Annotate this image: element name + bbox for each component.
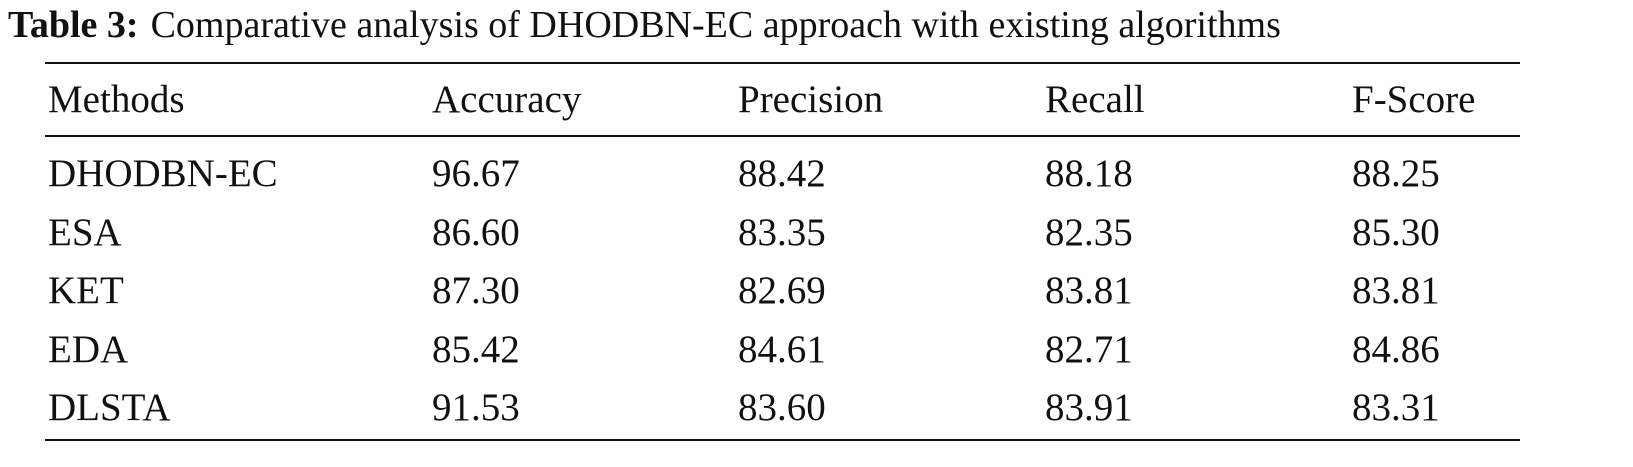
value-cell: 84.86 (1352, 327, 1440, 371)
value-cell: 83.81 (1045, 269, 1133, 312)
value-cell: 88.18 (1045, 152, 1133, 195)
header-cell: Methods (48, 78, 185, 121)
caption-text: Comparative analysis of DHODBN-EC approa… (150, 4, 1281, 46)
value-cell: 87.30 (432, 269, 520, 312)
method-cell: ESA (48, 210, 122, 254)
header-cell: Accuracy (432, 78, 582, 121)
value-cell: 82.35 (1045, 210, 1133, 254)
value-cell: 83.91 (1045, 386, 1133, 429)
value-cell: 83.31 (1352, 386, 1440, 429)
method-cell: DLSTA (48, 386, 171, 429)
value-cell: 82.69 (738, 269, 826, 312)
value-cell: 85.30 (1352, 210, 1440, 254)
value-cell: 84.61 (738, 327, 826, 371)
value-cell: 96.67 (432, 152, 520, 195)
value-cell: 88.42 (738, 152, 826, 195)
table-caption: Table 3: Comparative analysis of DHODBN-E… (8, 2, 1281, 48)
value-cell: 91.53 (432, 386, 520, 429)
header-cell: F-Score (1352, 78, 1476, 121)
method-cell: KET (48, 269, 124, 312)
value-cell: 83.35 (738, 210, 826, 254)
value-cell: 85.42 (432, 327, 520, 371)
method-cell: EDA (48, 327, 129, 371)
value-cell: 86.60 (432, 210, 520, 254)
value-cell: 88.25 (1352, 152, 1440, 195)
header-rule (45, 135, 1520, 137)
header-cell: Precision (738, 78, 884, 121)
bottom-rule (45, 439, 1520, 441)
top-rule (45, 62, 1520, 64)
caption-label: Table 3: (8, 4, 139, 46)
value-cell: 83.60 (738, 386, 826, 429)
value-cell: 82.71 (1045, 327, 1133, 371)
value-cell: 83.81 (1352, 269, 1440, 312)
header-cell: Recall (1045, 78, 1145, 121)
method-cell: DHODBN-EC (48, 152, 278, 195)
